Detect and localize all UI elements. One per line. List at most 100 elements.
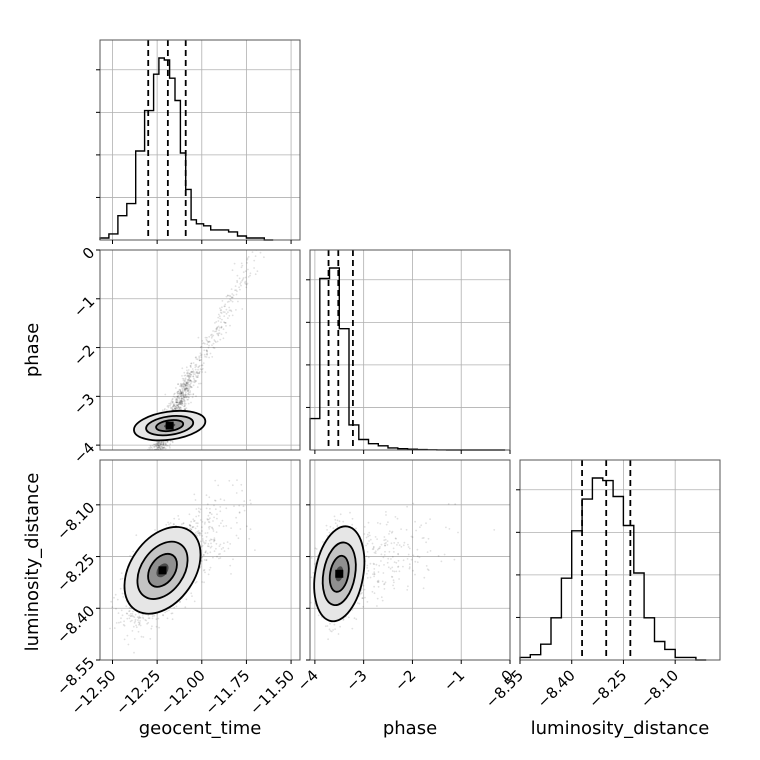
sample-point xyxy=(336,519,339,522)
sample-point xyxy=(184,404,187,407)
sample-point xyxy=(147,617,150,620)
sample-point xyxy=(131,614,134,617)
sample-point xyxy=(212,528,215,531)
sample-point xyxy=(199,368,202,371)
sample-point xyxy=(229,564,232,567)
sample-point xyxy=(140,484,142,486)
sample-point xyxy=(225,295,228,298)
panel-hist-luminosity_distance xyxy=(519,459,721,661)
sample-point xyxy=(203,353,206,356)
sample-point xyxy=(211,344,213,347)
sample-point xyxy=(140,480,142,482)
sample-point xyxy=(328,628,331,631)
sample-point xyxy=(146,456,148,458)
sample-point xyxy=(205,550,207,552)
sample-point xyxy=(366,542,369,545)
sample-point xyxy=(146,455,148,457)
sample-point xyxy=(212,330,215,332)
sample-point xyxy=(229,298,232,301)
sample-point xyxy=(202,342,205,344)
sample-point xyxy=(174,408,176,410)
sample-point xyxy=(131,495,133,497)
sample-point xyxy=(133,616,136,619)
sample-point xyxy=(160,445,163,448)
sample-point xyxy=(383,588,386,590)
sample-point xyxy=(412,502,415,505)
sample-point xyxy=(185,388,188,391)
sample-point xyxy=(215,330,218,333)
sample-point xyxy=(219,338,222,341)
sample-point xyxy=(221,306,223,309)
sample-point xyxy=(235,293,238,296)
sample-point xyxy=(190,366,192,368)
sample-point xyxy=(185,381,188,384)
sample-point xyxy=(159,442,162,445)
sample-point xyxy=(179,400,182,403)
sample-point xyxy=(197,366,200,369)
sample-point xyxy=(231,300,234,303)
sample-point xyxy=(180,408,183,411)
sample-point xyxy=(407,546,410,548)
sample-point xyxy=(440,560,443,563)
sample-point xyxy=(191,526,194,529)
sample-point xyxy=(244,280,247,283)
sample-point xyxy=(376,538,378,540)
sample-point xyxy=(243,500,246,502)
sample-point xyxy=(183,405,186,408)
sample-point xyxy=(244,276,247,279)
sample-point xyxy=(211,356,214,358)
sample-point xyxy=(145,619,148,622)
sample-point xyxy=(177,395,179,398)
xlabel-phase: phase xyxy=(383,718,437,739)
sample-point xyxy=(187,369,190,371)
sample-point xyxy=(151,463,153,465)
sample-point xyxy=(144,488,146,490)
sample-point xyxy=(147,480,149,482)
sample-point xyxy=(180,392,183,395)
sample-point xyxy=(149,474,151,476)
sample-point xyxy=(179,393,182,396)
sample-point xyxy=(457,531,459,534)
sample-point xyxy=(150,464,152,466)
sample-point xyxy=(192,393,195,395)
sample-point xyxy=(145,480,147,482)
sample-point xyxy=(174,396,176,399)
sample-point xyxy=(215,542,218,545)
sample-point xyxy=(188,374,191,377)
sample-point xyxy=(173,517,176,520)
sample-point xyxy=(154,455,156,457)
sample-point xyxy=(227,311,229,314)
sample-point xyxy=(151,467,153,469)
sample-point xyxy=(171,408,174,410)
sample-point xyxy=(189,524,192,527)
sample-point xyxy=(169,403,172,406)
sample-point xyxy=(157,453,159,455)
sample-point xyxy=(191,380,193,383)
sample-point xyxy=(183,383,186,386)
sample-point xyxy=(391,555,394,558)
sample-point xyxy=(371,548,374,551)
sample-point xyxy=(400,528,402,530)
sample-point xyxy=(213,539,216,542)
sample-point xyxy=(150,627,153,630)
sample-point xyxy=(180,403,183,405)
sample-point xyxy=(388,533,390,535)
sample-point xyxy=(202,554,205,556)
sample-point xyxy=(152,479,154,481)
sample-point xyxy=(180,401,183,404)
sample-point xyxy=(398,544,401,546)
sample-point xyxy=(143,463,145,465)
sample-point xyxy=(213,504,215,507)
sample-point xyxy=(179,403,182,405)
sample-point xyxy=(189,385,192,388)
sample-point xyxy=(177,406,180,408)
sample-point xyxy=(206,350,209,353)
sample-point xyxy=(214,322,216,324)
sample-point xyxy=(117,612,120,614)
sample-point xyxy=(177,383,180,385)
sample-point xyxy=(183,396,186,399)
sample-point xyxy=(172,405,174,408)
sample-point xyxy=(185,389,187,392)
sample-point xyxy=(312,571,315,574)
sample-point xyxy=(174,406,177,408)
